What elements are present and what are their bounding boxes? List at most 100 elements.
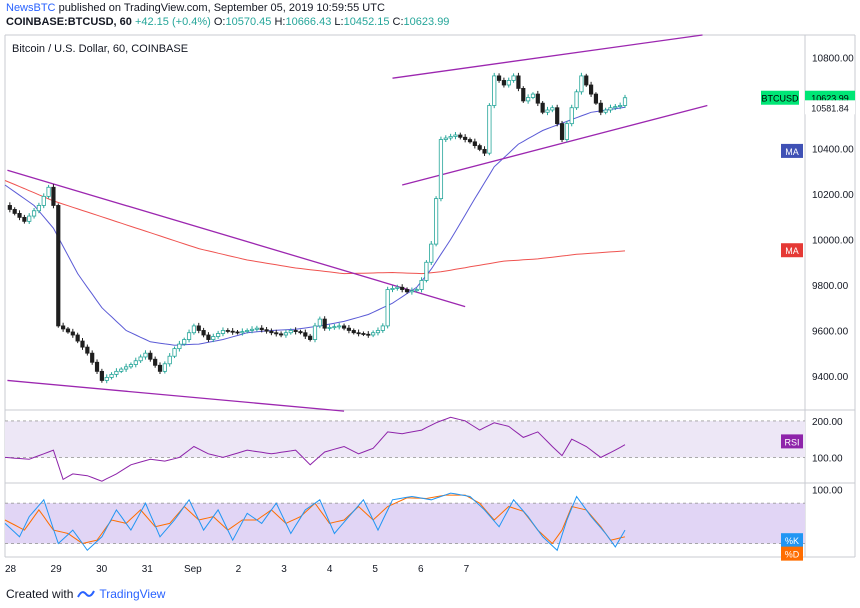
candle[interactable]	[312, 322, 318, 343]
candle[interactable]	[269, 328, 274, 336]
candle[interactable]	[7, 202, 12, 213]
candle[interactable]	[375, 327, 381, 336]
candle[interactable]	[104, 374, 109, 384]
candle[interactable]	[308, 333, 313, 342]
candle[interactable]	[70, 328, 75, 338]
trendline-channel-top[interactable]	[7, 169, 466, 308]
candle[interactable]	[56, 203, 61, 328]
candle[interactable]	[477, 143, 482, 152]
candle[interactable]	[162, 361, 167, 374]
candle[interactable]	[535, 90, 540, 107]
candle[interactable]	[186, 329, 192, 343]
candle[interactable]	[283, 329, 289, 338]
candle[interactable]	[138, 354, 143, 363]
candle[interactable]	[259, 325, 264, 333]
trendline-channel-bottom[interactable]	[7, 379, 345, 412]
candle[interactable]	[119, 367, 124, 374]
trendlines[interactable]	[7, 34, 708, 412]
candle[interactable]	[516, 72, 521, 92]
candle[interactable]	[143, 350, 148, 360]
candle[interactable]	[249, 326, 255, 334]
candle[interactable]	[366, 331, 371, 338]
candle[interactable]	[274, 329, 279, 337]
candle[interactable]	[448, 133, 453, 141]
candle[interactable]	[496, 73, 502, 83]
candle[interactable]	[36, 202, 42, 214]
candle[interactable]	[492, 72, 497, 109]
candle[interactable]	[540, 101, 545, 115]
candle[interactable]	[487, 103, 492, 156]
candle[interactable]	[216, 330, 221, 339]
candle[interactable]	[196, 322, 201, 334]
candle[interactable]	[99, 368, 104, 383]
candle[interactable]	[128, 362, 134, 369]
candle[interactable]	[41, 193, 46, 209]
candle[interactable]	[337, 322, 342, 330]
candle[interactable]	[225, 328, 230, 334]
candle[interactable]	[613, 104, 618, 111]
candle[interactable]	[424, 260, 429, 283]
candle[interactable]	[17, 210, 22, 221]
candle[interactable]	[569, 104, 574, 127]
candle[interactable]	[153, 356, 158, 368]
candle[interactable]	[588, 81, 594, 97]
candle[interactable]	[584, 73, 589, 87]
candle[interactable]	[254, 325, 259, 332]
candle[interactable]	[201, 327, 206, 338]
candle[interactable]	[409, 287, 414, 295]
candle[interactable]	[574, 89, 579, 110]
candle[interactable]	[220, 327, 226, 337]
candle[interactable]	[278, 331, 284, 338]
candle[interactable]	[341, 323, 347, 331]
candle[interactable]	[414, 287, 419, 293]
candle[interactable]	[293, 327, 298, 335]
candle[interactable]	[31, 207, 37, 219]
candle[interactable]	[90, 350, 95, 365]
candle[interactable]	[235, 330, 240, 335]
candle[interactable]	[559, 120, 565, 142]
candle[interactable]	[501, 77, 507, 88]
candle[interactable]	[94, 359, 100, 374]
candle[interactable]	[322, 316, 327, 331]
candle[interactable]	[438, 136, 444, 202]
candle[interactable]	[598, 100, 603, 116]
candle[interactable]	[511, 73, 516, 83]
candle[interactable]	[303, 329, 308, 339]
candle[interactable]	[133, 357, 138, 368]
candle[interactable]	[317, 316, 322, 329]
candle[interactable]	[80, 338, 85, 350]
candle[interactable]	[453, 132, 458, 140]
candle[interactable]	[114, 368, 119, 378]
candle[interactable]	[400, 284, 405, 293]
candle[interactable]	[75, 332, 80, 344]
trendline-rising-lower[interactable]	[402, 104, 708, 186]
candle[interactable]	[264, 327, 269, 334]
candle[interactable]	[346, 325, 352, 334]
candle[interactable]	[172, 346, 177, 359]
candle[interactable]	[191, 323, 197, 335]
candle[interactable]	[332, 324, 337, 330]
candle[interactable]	[385, 286, 390, 329]
candle[interactable]	[521, 86, 526, 103]
candle[interactable]	[555, 104, 560, 127]
candle[interactable]	[148, 350, 153, 362]
candle[interactable]	[123, 363, 129, 372]
publisher-name[interactable]: NewsBTC	[6, 2, 56, 14]
candle[interactable]	[608, 104, 613, 113]
candle[interactable]	[230, 328, 235, 335]
candle[interactable]	[467, 137, 473, 144]
candle[interactable]	[65, 326, 71, 334]
candle[interactable]	[380, 323, 385, 333]
candle[interactable]	[182, 337, 187, 346]
candle[interactable]	[390, 285, 395, 293]
candle[interactable]	[429, 241, 434, 266]
candle[interactable]	[12, 207, 17, 216]
candle[interactable]	[206, 332, 211, 343]
candle[interactable]	[361, 331, 366, 337]
candle[interactable]	[167, 353, 172, 367]
candle[interactable]	[109, 372, 114, 380]
candle[interactable]	[433, 196, 439, 247]
candle[interactable]	[85, 344, 90, 356]
candle[interactable]	[618, 102, 623, 110]
